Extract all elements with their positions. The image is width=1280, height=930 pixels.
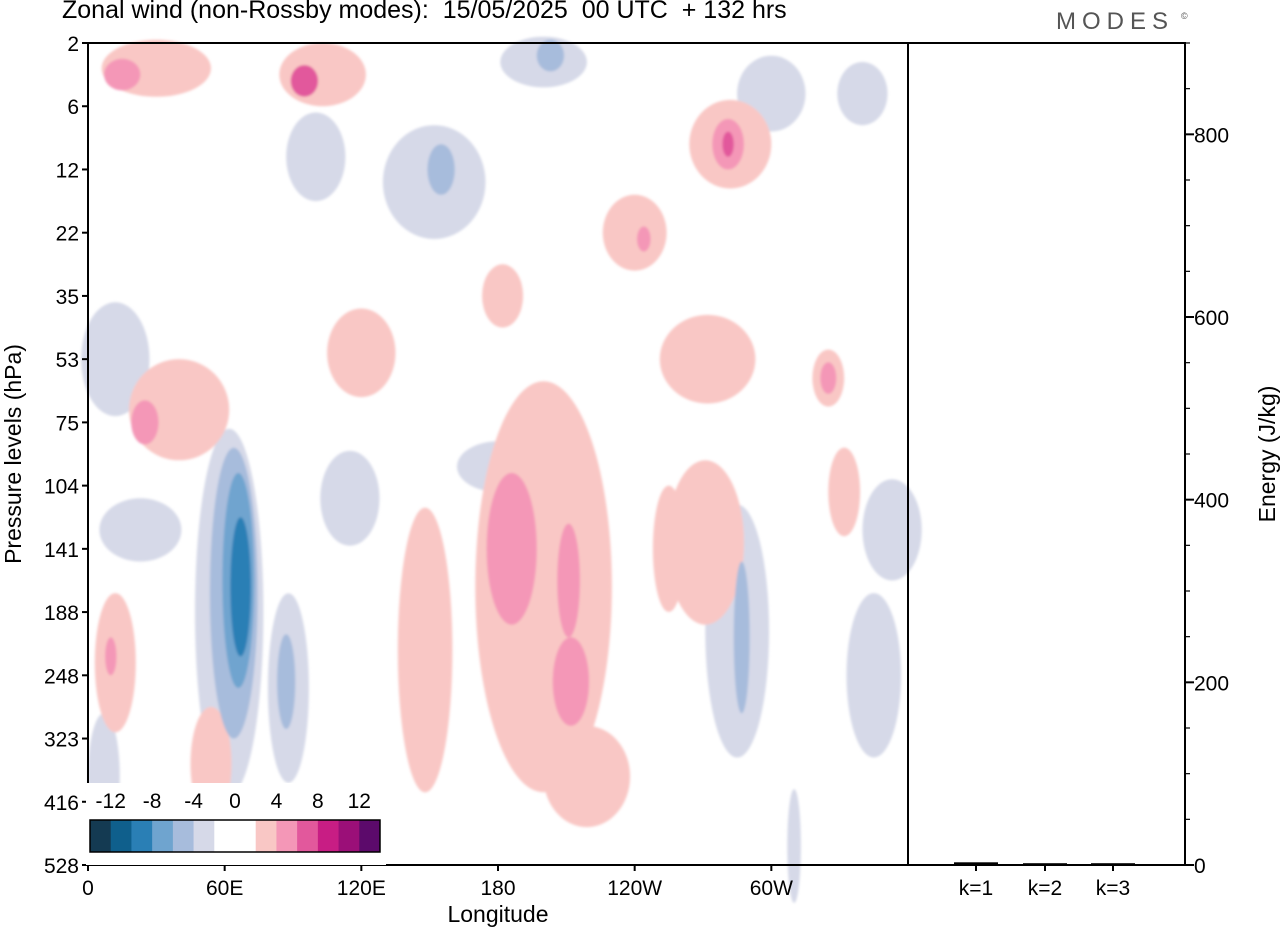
heatmap-region-41	[637, 226, 651, 252]
y-tick-label: 416	[44, 792, 79, 815]
colorbar-label: -8	[143, 790, 162, 813]
energy-panel-frame	[907, 42, 1186, 866]
colorbar-swatch	[297, 820, 319, 852]
heatmap-region-46	[105, 637, 117, 676]
y-tick-label: 188	[44, 602, 79, 625]
colorbar-swatch	[338, 820, 360, 852]
heatmap-region-10	[99, 498, 182, 562]
x-tick-label: 60E	[206, 877, 243, 900]
heatmap-region-24	[486, 472, 537, 625]
x-tick-label: 120W	[607, 877, 662, 900]
energy-tick-label: 0	[1194, 855, 1206, 878]
colorbar-label: 12	[348, 790, 371, 813]
colorbar-swatch	[214, 820, 236, 852]
colorbar-swatch	[172, 820, 194, 852]
energy-tick-label: 200	[1194, 672, 1229, 695]
heatmap-region-34	[104, 58, 141, 91]
heatmap-region-9	[536, 39, 565, 72]
brand-logo: MODES	[1056, 8, 1175, 35]
colorbar-swatch	[276, 820, 298, 852]
y-tick-label: 528	[44, 855, 79, 878]
heatmap-region-14	[862, 479, 922, 581]
y-tick-label: 6	[67, 96, 79, 119]
heatmap-region-17	[837, 62, 888, 126]
x-axis: 0 60E 120E 180 120W 60W	[82, 865, 793, 900]
heatmap-region-25	[552, 637, 590, 726]
energy-axis: 0 200 400 600 800	[1185, 42, 1229, 878]
energy-axis-title: Energy (J/kg)	[1254, 386, 1280, 523]
y-tick-label: 12	[56, 159, 79, 182]
heatmap-region-49	[652, 485, 685, 612]
energy-tick-label: 800	[1194, 124, 1229, 147]
colorbar-swatch	[359, 820, 381, 852]
y-tick-label: 104	[44, 476, 79, 499]
colorbar-label: 4	[271, 790, 283, 813]
x-tick-label: 180	[480, 877, 515, 900]
colorbar-swatch	[90, 820, 112, 852]
heatmap-region-4	[733, 561, 750, 714]
colorbar-label: 8	[312, 790, 324, 813]
heatmap-region-28	[543, 725, 631, 828]
heatmap-region-15	[846, 593, 902, 758]
colorbar-swatch	[193, 820, 215, 852]
heatmap-region-40	[602, 194, 667, 271]
heatmap-region-11	[81, 302, 150, 417]
heatmap-region-13	[320, 450, 380, 546]
energy-tick-label: 400	[1194, 490, 1229, 513]
x-tick-label: 120E	[337, 877, 386, 900]
heatmap-region-21	[787, 789, 801, 903]
brand-copyright-mark: ©	[1181, 11, 1188, 21]
energy-bar-k=1	[954, 862, 998, 865]
colorbar-swatch	[255, 820, 277, 852]
x-tick-label: 60W	[750, 877, 793, 900]
y-tick-label: 53	[56, 349, 79, 372]
colorbar-label: 0	[229, 790, 241, 813]
heatmap-region-44	[820, 362, 837, 394]
heatmap-region-7	[427, 144, 455, 195]
y-tick-label: 248	[44, 665, 79, 688]
heatmap-region-39	[722, 131, 734, 157]
x-axis-title: Longitude	[447, 901, 548, 927]
heatmap-region-32	[131, 400, 159, 445]
heatmap-region-22	[286, 112, 346, 202]
energy-bar-k=2	[1023, 863, 1067, 865]
heatmap-region-26	[557, 523, 580, 638]
x-tick-label: 0	[82, 877, 94, 900]
colorbar-swatch	[152, 820, 174, 852]
heatmap-field	[81, 36, 922, 903]
chart-title: Zonal wind (non-Rossby modes): 15/05/202…	[62, 0, 787, 24]
y-tick-label: 22	[56, 223, 79, 246]
heatmap-region-48	[482, 264, 524, 328]
heatmap-region-18	[277, 634, 296, 729]
heatmap-region-30	[659, 314, 756, 404]
y-tick-label: 75	[56, 412, 79, 435]
energy-bars: k=1 k=2 k=3	[954, 862, 1135, 900]
colorbar-swatch	[235, 820, 257, 852]
energy-tick-label: 600	[1194, 307, 1229, 330]
colorbar: -12 -8 -4 0 4 8 12	[86, 783, 386, 865]
energy-category-label: k=1	[959, 877, 993, 900]
colorbar-label: -12	[96, 790, 126, 813]
energy-category-label: k=2	[1028, 877, 1062, 900]
energy-bar-k=3	[1091, 863, 1135, 865]
colorbar-swatch	[317, 820, 339, 852]
colorbar-swatch	[131, 820, 153, 852]
y-tick-label: 35	[56, 286, 79, 309]
heatmap-region-27	[397, 507, 453, 793]
y-axis: 2 6 12 22 35 53 75 104 141 188 248 323 416 528	[44, 33, 88, 878]
energy-category-label: k=3	[1096, 877, 1130, 900]
heatmap-region-50	[828, 447, 861, 537]
heatmap-region-0	[230, 517, 251, 657]
heatmap-region-36	[290, 65, 319, 97]
heatmap-region-29	[666, 460, 744, 625]
y-tick-label: 141	[44, 539, 79, 562]
y-tick-label: 2	[67, 33, 79, 56]
colorbar-swatch	[110, 820, 132, 852]
colorbar-label: -4	[184, 790, 203, 813]
y-tick-label: 323	[44, 729, 79, 752]
heatmap-region-42	[327, 308, 396, 398]
y-axis-title: Pressure levels (hPa)	[0, 344, 26, 564]
colorbar-frame	[89, 819, 381, 853]
